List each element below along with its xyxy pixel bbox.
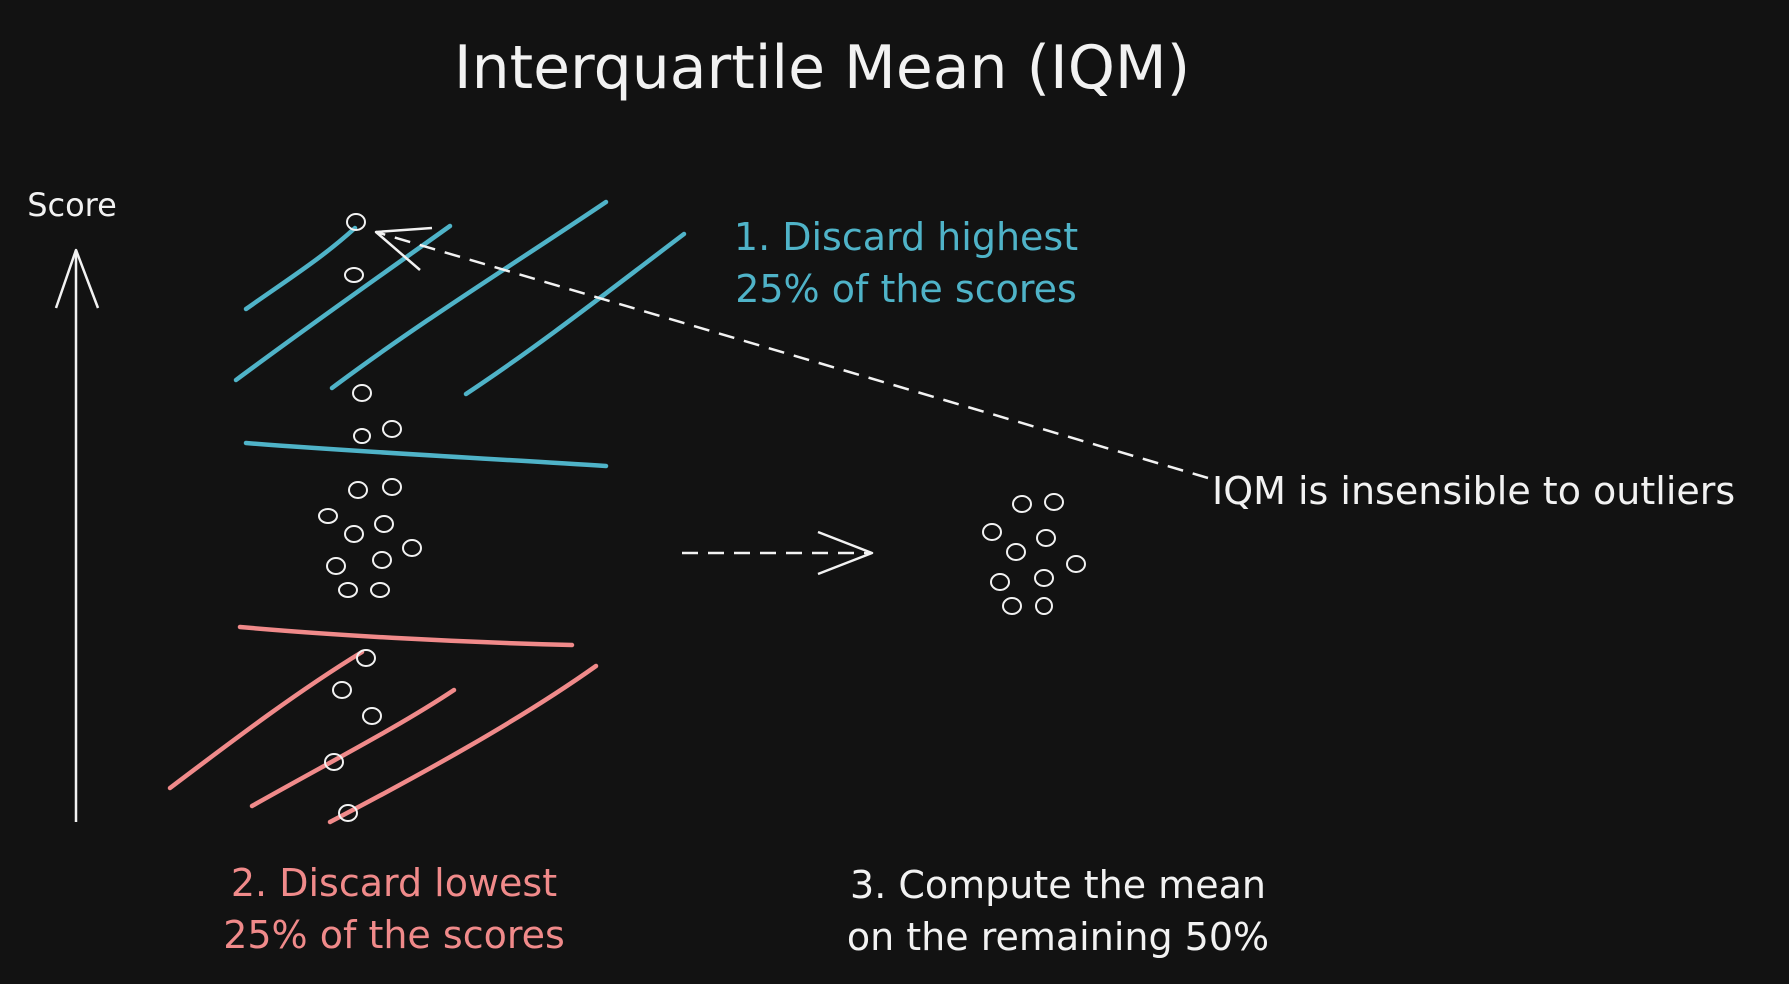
step2-line1: 2. Discard lowest	[231, 861, 557, 905]
score-dot	[382, 420, 402, 438]
score-dot	[318, 508, 338, 524]
bottom-boundary-line	[237, 624, 575, 648]
remaining-dot	[982, 523, 1002, 541]
outlier-note: IQM is insensible to outliers	[1212, 469, 1735, 513]
score-dot	[370, 582, 390, 598]
step3-line1: 3. Compute the mean	[850, 863, 1266, 907]
score-axis-label: Score	[27, 186, 117, 224]
outlier-arrow-head	[374, 226, 433, 271]
step2-line2: 25% of the scores	[223, 913, 565, 957]
remaining-dots	[982, 493, 1086, 615]
step3-label: 3. Compute the mean on the remaining 50%	[847, 863, 1269, 959]
remaining-dot	[1006, 543, 1026, 561]
outlier-arrow-shaft	[375, 230, 1209, 480]
score-dot	[344, 267, 364, 283]
remaining-dot	[1066, 555, 1086, 573]
top-hatch-line-1	[243, 225, 358, 312]
score-dot	[338, 804, 358, 822]
remaining-dot	[1012, 495, 1032, 513]
middle-to-remaining-arrow	[682, 530, 874, 576]
score-dot	[348, 481, 368, 499]
score-dot	[353, 428, 371, 444]
score-axis-arrowhead	[54, 248, 100, 309]
remaining-dot	[1036, 529, 1056, 547]
top-hatch-line-3	[329, 199, 609, 391]
top-hatch-line-2	[233, 223, 453, 383]
bottom-hatch-line-2	[249, 687, 457, 809]
score-dot	[324, 753, 344, 771]
score-dot	[356, 649, 376, 667]
outlier-arrow	[374, 226, 1209, 480]
step1-label: 1. Discard highest 25% of the scores	[734, 215, 1078, 311]
remaining-dot	[1002, 597, 1022, 615]
score-dot	[346, 213, 366, 231]
score-dot	[352, 384, 372, 402]
bottom-quartile-hatch	[167, 624, 599, 825]
score-dot	[372, 551, 392, 569]
step1-line2: 25% of the scores	[735, 267, 1077, 311]
bottom-hatch-line-1	[167, 649, 365, 791]
top-hatch-line-4	[463, 231, 687, 397]
score-dot	[332, 681, 352, 699]
score-dot	[374, 515, 394, 533]
top-boundary-line	[243, 440, 609, 469]
score-dot	[338, 582, 358, 598]
remaining-dot	[1035, 597, 1053, 615]
remaining-dot	[1034, 569, 1054, 587]
remaining-dot	[1044, 493, 1064, 511]
step2-label: 2. Discard lowest 25% of the scores	[223, 861, 565, 957]
score-dot	[362, 707, 382, 725]
remaining-dot	[990, 573, 1010, 591]
step1-line1: 1. Discard highest	[734, 215, 1078, 259]
diagram-title: Interquartile Mean (IQM)	[454, 33, 1190, 103]
score-dot	[344, 525, 364, 543]
score-dots	[318, 213, 422, 822]
middle-arrow-head	[817, 530, 874, 576]
score-dot	[326, 557, 346, 575]
score-dot	[382, 478, 402, 496]
top-quartile-hatch	[233, 199, 687, 469]
step3-line2: on the remaining 50%	[847, 915, 1269, 959]
score-axis: Score	[27, 186, 117, 822]
bottom-hatch-line-3	[327, 663, 599, 825]
score-dot	[402, 539, 422, 557]
